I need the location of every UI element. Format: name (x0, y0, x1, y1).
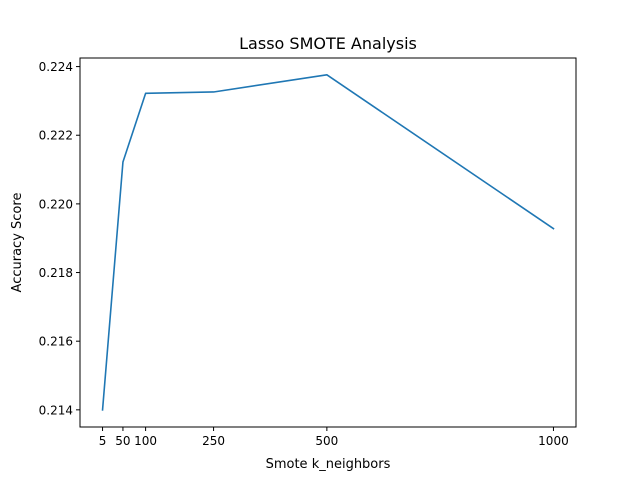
x-tick-label: 50 (115, 434, 130, 448)
y-tick-label: 0.218 (39, 266, 73, 280)
plot-frame (79, 57, 577, 428)
x-tick-label: 100 (134, 434, 157, 448)
x-tick-label: 250 (202, 434, 225, 448)
y-tick-label: 0.216 (39, 335, 73, 349)
x-tick-label: 1000 (538, 434, 569, 448)
x-tick-label: 500 (315, 434, 338, 448)
series-layer (101, 74, 555, 411)
y-tick-label: 0.214 (39, 403, 73, 417)
x-axis-label: Smote k_neighbors (266, 457, 391, 472)
chart-title: Lasso SMOTE Analysis (239, 34, 417, 53)
y-tick-label: 0.222 (39, 129, 73, 143)
x-tick-label: 5 (99, 434, 107, 448)
plot-area (80, 58, 576, 427)
y-tick-label: 0.224 (39, 60, 73, 74)
series-line (101, 74, 555, 411)
y-tick-label: 0.220 (39, 197, 73, 211)
ticks-layer: 5 50 100 250 500 1000 0.214 0.216 0.218 0.220 0.22… (39, 60, 569, 448)
y-axis-label: Accuracy Score (10, 193, 25, 293)
